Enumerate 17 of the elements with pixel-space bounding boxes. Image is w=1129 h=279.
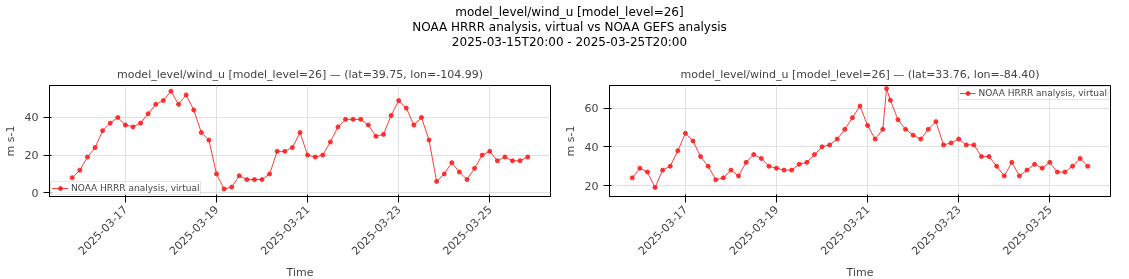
y-tick-label: 40 — [584, 140, 599, 154]
y-tick-label: 20 — [24, 149, 39, 163]
text: NOAA HRRR analysis, virtual vs NOAA GEFS analysis — [412, 20, 727, 34]
text: 2025-03-15T20:00 - 2025-03-25T20:00 — [451, 35, 688, 49]
x-axis-title: Time — [285, 266, 314, 279]
x-axis-title: Time — [845, 266, 874, 279]
y-tick-label: 60 — [584, 102, 599, 116]
text: model_level/wind_u [model_level=26] — [455, 5, 684, 19]
y-tick-label: 20 — [584, 179, 599, 193]
chart-title: model_level/wind_u [model_level=26] — (lat=33.76, lon=-84.40) — [680, 67, 1040, 81]
y-axis-title: m s-1 — [3, 125, 17, 157]
legend-label: NOAA HRRR analysis, virtual — [978, 88, 1107, 98]
y-axis-title: m s-1 — [563, 125, 577, 157]
chart-title: model_level/wind_u [model_level=26] — (lat=39.75, lon=-104.99) — [116, 67, 484, 81]
legend-label: NOAA HRRR analysis, virtual — [71, 183, 200, 193]
y-tick-label: 0 — [31, 186, 39, 200]
y-tick-label: 40 — [24, 111, 39, 125]
